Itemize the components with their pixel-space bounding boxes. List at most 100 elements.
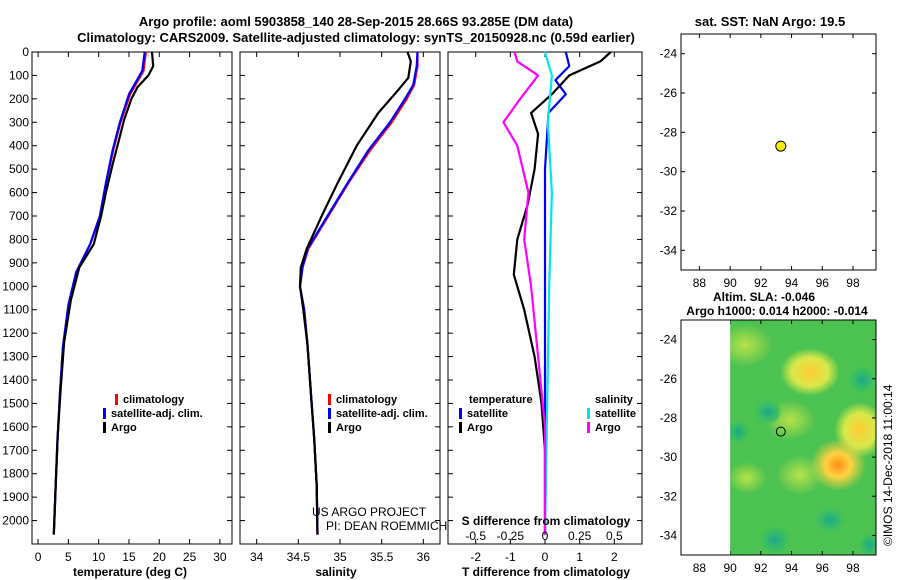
y-tick-label: 1400	[2, 373, 29, 387]
series-line-t-argo	[512, 51, 612, 535]
legend-t-argo-label: Argo	[467, 422, 493, 434]
x-tick-label: 10	[92, 550, 106, 564]
x-tick-label: 98	[846, 561, 860, 575]
x-tick-label: 34.5	[287, 550, 311, 564]
series-line-s-argo	[502, 51, 547, 535]
sla-blob	[727, 462, 767, 494]
title-line-2: Climatology: CARS2009. Satellite-adjuste…	[77, 30, 635, 45]
s-tick-label: -0.25	[497, 529, 525, 543]
salinity-series	[298, 51, 419, 535]
series-line-climatology	[298, 52, 419, 535]
y-tick-label: 700	[9, 209, 29, 223]
legend-argo-label: Argo	[111, 422, 137, 434]
x-tick-label: 1	[576, 550, 583, 564]
legend-climatology-swatch	[328, 394, 331, 405]
legend-s-satellite-swatch	[587, 408, 590, 419]
legend-t-satellite-swatch	[459, 408, 462, 419]
temperature-panel: 0 5 10 15 20 25 300100200300400500600700800900…	[2, 45, 233, 579]
t-difference-xlabel: T difference from climatology	[462, 565, 630, 579]
sla-map-title-2: Argo h1000: 0.014 h2000: -0.014	[686, 304, 868, 318]
sla-map-axes: 88 90 92 94 96 98 -24 -26 -28 -30 -32 -34	[660, 320, 876, 575]
y-tick-label: 1300	[2, 350, 29, 364]
y-tick-label: 1900	[2, 490, 29, 504]
y-tick-label: 1100	[3, 303, 29, 317]
difference-axes: -2 -1 0 1 2	[448, 51, 642, 564]
series-line-satellite-adj-clim-	[298, 51, 419, 535]
legend-climatology-label: climatology	[336, 394, 398, 406]
legend-t-satellite-label: satellite	[467, 408, 508, 420]
x-tick-label: 20	[153, 550, 167, 564]
y-tick-label: -24	[660, 47, 678, 61]
sla-blob	[814, 507, 846, 533]
x-tick-label: 92	[754, 561, 768, 575]
legend-argo-label: Argo	[336, 422, 362, 434]
x-tick-label: 96	[816, 276, 830, 290]
y-tick-label: 400	[9, 139, 29, 153]
sst-map-frame	[680, 33, 877, 271]
legend-climatology-label: climatology	[123, 394, 185, 406]
series-line-t-satellite	[543, 51, 571, 535]
y-tick-label: 900	[9, 256, 29, 270]
x-tick-label: 92	[754, 276, 768, 290]
legend-argo-swatch	[328, 422, 331, 433]
legend-salinity-title: salinity	[595, 394, 634, 406]
no-data-area	[681, 320, 731, 555]
y-tick-label: 600	[9, 186, 29, 200]
imos-credit: ©IMOS 14-Dec-2018 11:00:14	[881, 384, 895, 546]
y-tick-label: -32	[660, 489, 678, 503]
x-tick-label: 88	[693, 561, 707, 575]
x-tick-label: 30	[213, 550, 227, 564]
sla-map-title-1: Altim. SLA: -0.046	[713, 290, 815, 304]
series-line-s-satellite	[543, 51, 554, 535]
title-line-1: Argo profile: aoml 5903858_140 28-Sep-20…	[139, 14, 573, 29]
y-tick-label: 1000	[2, 279, 29, 293]
sla-blob	[721, 323, 773, 367]
sla-blob	[848, 366, 876, 394]
y-tick-label: 2000	[2, 514, 29, 528]
sla-blob	[780, 348, 840, 396]
x-tick-label: 35	[333, 550, 347, 564]
project-credit-line-2: PI: DEAN ROEMMICH	[326, 519, 447, 533]
y-tick-label: -26	[660, 86, 678, 100]
y-tick-label: -28	[660, 125, 678, 139]
argo-float-position-marker	[775, 426, 786, 437]
argo-float-position-marker	[775, 140, 787, 152]
salinity-axes: 34 34.5 35 35.5 36	[240, 51, 440, 564]
x-tick-label: 94	[785, 276, 799, 290]
s-difference-xlabel: S difference from climatology	[462, 514, 631, 528]
sla-map-marks	[681, 320, 786, 555]
y-tick-label: 1700	[2, 443, 29, 457]
legend-temperature-title: temperature	[469, 394, 533, 406]
legend-s-argo-swatch	[587, 422, 590, 433]
x-tick-label: 98	[846, 276, 860, 290]
legend-s-argo-label: Argo	[595, 422, 621, 434]
y-tick-label: -30	[660, 450, 678, 464]
y-tick-label: -24	[660, 333, 678, 347]
salinity-legend: climatology satellite-adj. clim. Argo	[328, 394, 428, 434]
s-tick-label: 0	[542, 529, 549, 543]
sst-map-title: sat. SST: NaN Argo: 19.5	[695, 14, 846, 29]
project-credit-line-1: US ARGO PROJECT	[312, 505, 427, 519]
y-tick-label: -34	[660, 243, 678, 257]
y-tick-label: -30	[660, 165, 678, 179]
x-tick-label: 35.5	[370, 550, 394, 564]
series-line-satellite-adj-clim-	[52, 51, 146, 535]
temperature-axes: 0 5 10 15 20 25 300100200300400500600700800900…	[2, 45, 232, 564]
x-tick-label: 88	[693, 276, 707, 290]
legend-satellite-label: satellite-adj. clim.	[336, 408, 428, 420]
y-tick-label: 200	[9, 92, 29, 106]
sst-map-marks	[775, 140, 787, 152]
y-tick-label: -34	[660, 528, 678, 542]
y-tick-label: 800	[9, 232, 29, 246]
sla-map-frame	[680, 319, 877, 556]
series-line-argo	[52, 51, 155, 535]
sla-blob	[810, 439, 866, 491]
salinity-xlabel: salinity	[315, 565, 357, 579]
y-tick-label: -26	[660, 372, 678, 386]
legend-climatology-swatch	[115, 394, 118, 405]
x-tick-label: 5	[65, 550, 72, 564]
temperature-xlabel: temperature (deg C)	[73, 565, 187, 579]
sla-map-panel: Altim. SLA: -0.046 Argo h1000: 0.014 h20…	[660, 290, 877, 575]
y-tick-label: 500	[9, 162, 29, 176]
